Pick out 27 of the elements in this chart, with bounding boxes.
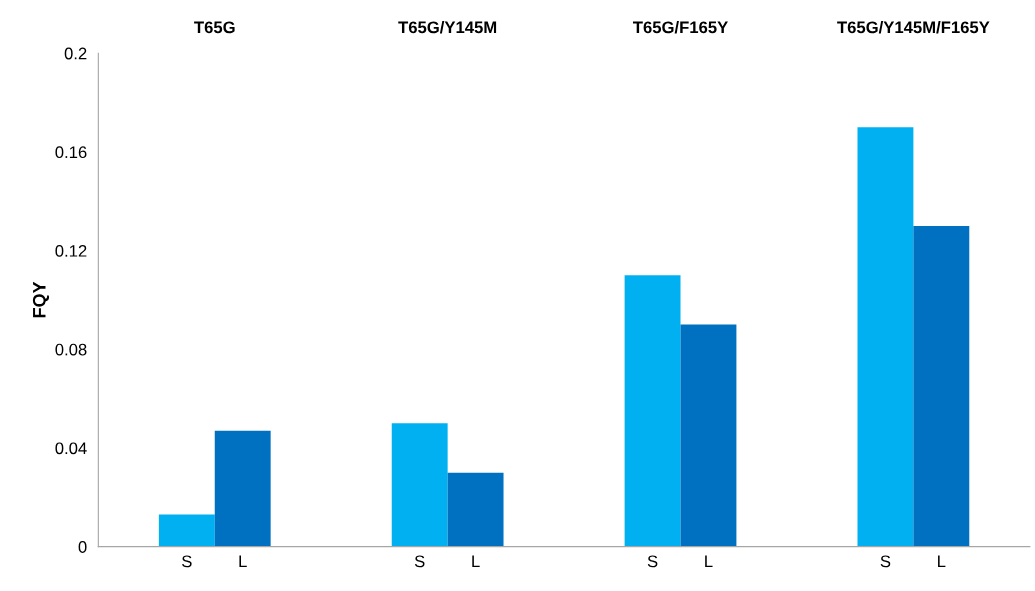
y-tick-label: 0.04 — [55, 442, 87, 455]
y-tick-label: 0.16 — [55, 146, 87, 159]
bar — [913, 225, 970, 547]
bar — [680, 324, 737, 547]
y-axis-title: FQY — [32, 281, 50, 318]
text: S — [414, 555, 425, 568]
text: L — [705, 555, 713, 568]
y-tick-label: 0 — [78, 541, 87, 553]
y-tick-label: 0.08 — [55, 343, 87, 356]
text: L — [472, 555, 480, 568]
bar — [624, 275, 681, 547]
bar — [857, 127, 914, 547]
x-tick-label: T65G — [194, 21, 235, 34]
text: L — [938, 555, 946, 568]
bar — [447, 472, 504, 547]
y-tick-label: 0.2 — [64, 47, 87, 60]
bar — [214, 430, 271, 547]
x-tick-label: T65G/F165Y — [632, 20, 728, 34]
bar — [391, 423, 448, 547]
series-label: L — [239, 555, 247, 568]
x-tick-label: T65G/Y145M — [398, 20, 497, 34]
text: S — [647, 555, 658, 568]
text: S — [880, 555, 891, 568]
bar — [158, 514, 215, 547]
series-label: S — [182, 555, 192, 568]
y-tick-label: 0.12 — [55, 244, 87, 257]
x-tick-label: T65G/Y145M/F165Y — [837, 20, 990, 34]
